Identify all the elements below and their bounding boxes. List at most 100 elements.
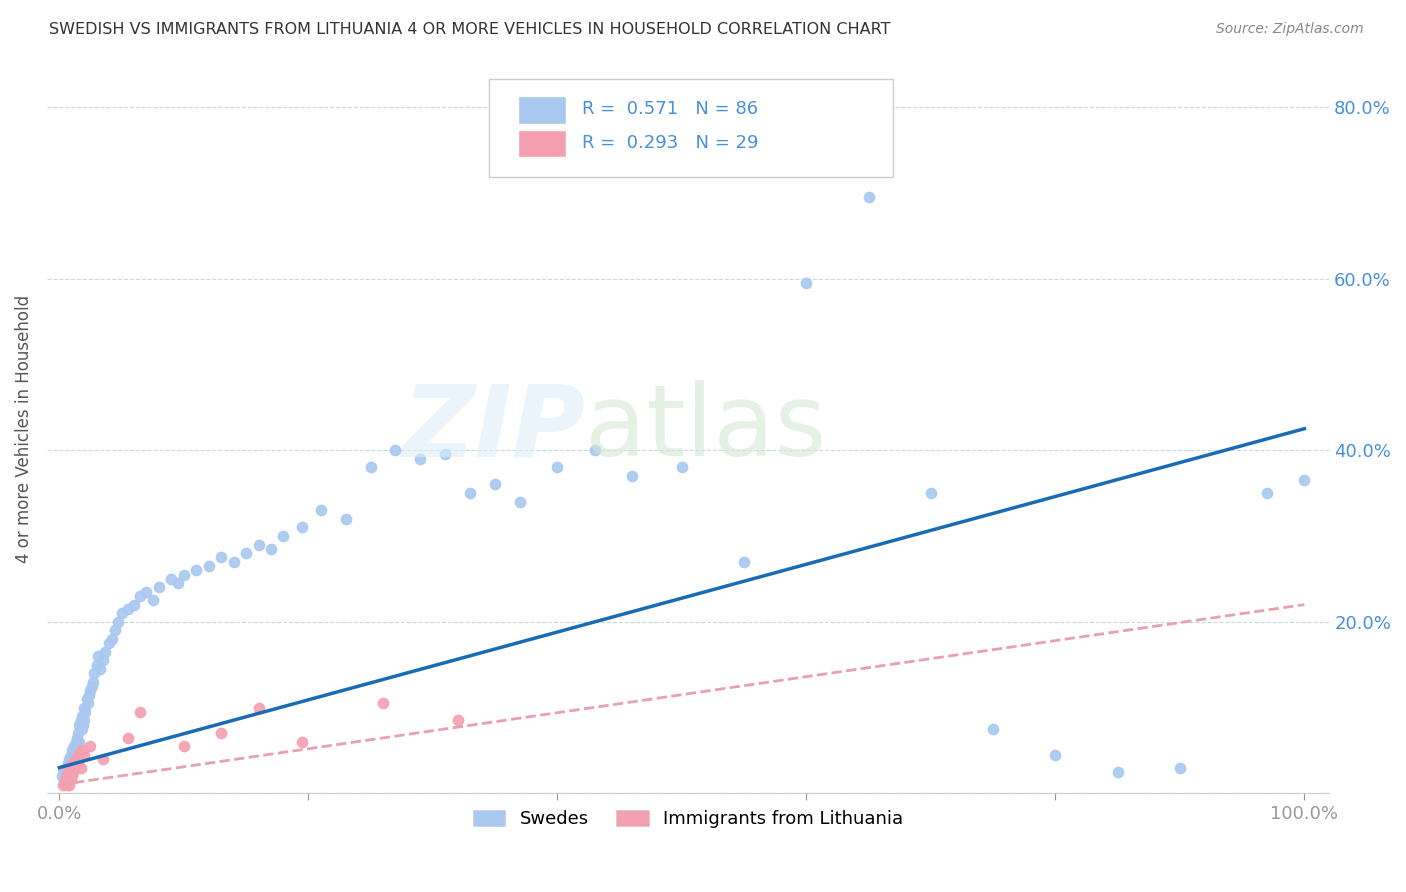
Text: Source: ZipAtlas.com: Source: ZipAtlas.com <box>1216 22 1364 37</box>
Point <box>82 674 104 689</box>
Point <box>60 756 83 771</box>
Point <box>70 709 93 723</box>
Point <box>235 546 257 560</box>
Point <box>94 645 117 659</box>
Point <box>56 778 79 792</box>
Point <box>91 752 114 766</box>
Point <box>70 743 93 757</box>
Point <box>117 731 139 745</box>
Point <box>65 735 87 749</box>
Text: ZIP: ZIP <box>402 380 585 477</box>
Point <box>209 550 232 565</box>
Bar <box>517 129 567 157</box>
Text: R =  0.571   N = 86: R = 0.571 N = 86 <box>582 100 758 119</box>
Point <box>920 486 942 500</box>
Point <box>360 460 382 475</box>
Point <box>447 714 470 728</box>
Point <box>73 700 96 714</box>
Point <box>76 692 98 706</box>
Point <box>66 726 89 740</box>
Point <box>733 555 755 569</box>
Point <box>260 541 283 556</box>
Point <box>63 756 86 771</box>
Point <box>409 451 432 466</box>
Point <box>434 447 457 461</box>
Point <box>509 494 531 508</box>
Point <box>135 584 157 599</box>
Point <box>60 761 83 775</box>
Point <box>56 756 79 771</box>
Point <box>56 769 79 783</box>
Point <box>1107 764 1129 779</box>
Point <box>70 722 93 736</box>
Point <box>52 764 75 779</box>
Point <box>79 739 101 754</box>
Text: R =  0.293   N = 29: R = 0.293 N = 29 <box>582 134 758 152</box>
Y-axis label: 4 or more Vehicles in Household: 4 or more Vehicles in Household <box>15 294 32 563</box>
Point <box>484 477 506 491</box>
Point <box>73 714 96 728</box>
Point <box>309 503 332 517</box>
Point <box>75 705 97 719</box>
Point <box>67 735 90 749</box>
Point <box>858 190 880 204</box>
Point <box>384 443 406 458</box>
Point <box>160 572 183 586</box>
Point <box>66 756 89 771</box>
Point <box>59 773 82 788</box>
Point <box>63 739 86 754</box>
Point <box>60 769 83 783</box>
Point <box>621 469 644 483</box>
Point <box>66 747 89 762</box>
Point <box>107 615 129 629</box>
Point <box>173 567 195 582</box>
Point <box>148 581 170 595</box>
Point <box>80 679 103 693</box>
Point <box>186 563 208 577</box>
Point <box>55 773 77 788</box>
Point <box>197 559 219 574</box>
Point <box>129 705 152 719</box>
Point <box>62 752 84 766</box>
Point <box>98 636 121 650</box>
Point <box>51 769 73 783</box>
Point <box>166 576 188 591</box>
Point <box>65 747 87 762</box>
Point <box>1294 473 1316 487</box>
Text: SWEDISH VS IMMIGRANTS FROM LITHUANIA 4 OR MORE VEHICLES IN HOUSEHOLD CORRELATION: SWEDISH VS IMMIGRANTS FROM LITHUANIA 4 O… <box>49 22 891 37</box>
Point <box>65 752 87 766</box>
Point <box>273 529 295 543</box>
Point <box>77 696 100 710</box>
Point <box>73 747 96 762</box>
Point <box>67 717 90 731</box>
Point <box>58 778 80 792</box>
Point <box>110 606 132 620</box>
Point <box>247 700 270 714</box>
Point <box>1256 486 1278 500</box>
Point <box>66 743 89 757</box>
Point <box>52 778 75 792</box>
Point <box>58 764 80 779</box>
Point <box>291 520 314 534</box>
Point <box>56 773 79 788</box>
Point <box>72 717 94 731</box>
Point <box>53 773 76 788</box>
Point <box>79 683 101 698</box>
Text: atlas: atlas <box>585 380 827 477</box>
Point <box>209 726 232 740</box>
Point <box>1045 747 1067 762</box>
Point <box>69 761 91 775</box>
Point <box>100 632 122 646</box>
Point <box>77 688 100 702</box>
Point <box>458 486 481 500</box>
Point <box>55 761 77 775</box>
Point <box>117 602 139 616</box>
Point <box>59 747 82 762</box>
Point <box>671 460 693 475</box>
Point <box>62 764 84 779</box>
Point <box>129 589 152 603</box>
Point <box>91 653 114 667</box>
Legend: Swedes, Immigrants from Lithuania: Swedes, Immigrants from Lithuania <box>465 803 911 836</box>
Point <box>87 649 110 664</box>
Point <box>86 657 108 672</box>
